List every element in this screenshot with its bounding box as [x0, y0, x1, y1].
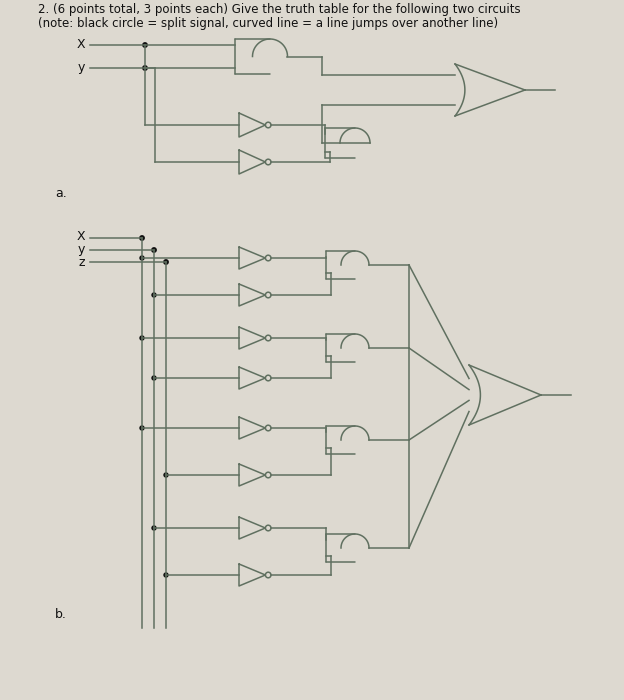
Circle shape	[152, 526, 156, 530]
Circle shape	[140, 236, 144, 240]
Text: b.: b.	[55, 608, 67, 621]
Circle shape	[152, 248, 156, 252]
Circle shape	[163, 260, 168, 264]
Circle shape	[140, 256, 144, 260]
Circle shape	[164, 473, 168, 477]
Text: z: z	[79, 256, 85, 270]
Text: 2. (6 points total, 3 points each) Give the truth table for the following two ci: 2. (6 points total, 3 points each) Give …	[38, 3, 520, 16]
Text: X: X	[76, 230, 85, 244]
Circle shape	[140, 336, 144, 340]
Text: y: y	[77, 244, 85, 256]
Circle shape	[152, 293, 156, 297]
Text: X: X	[76, 38, 85, 52]
Text: (note: black circle = split signal, curved line = a line jumps over another line: (note: black circle = split signal, curv…	[38, 17, 498, 30]
Circle shape	[143, 66, 147, 70]
Text: y: y	[77, 62, 85, 74]
Circle shape	[164, 573, 168, 577]
Circle shape	[152, 376, 156, 380]
Circle shape	[140, 426, 144, 430]
Circle shape	[143, 43, 147, 47]
Text: a.: a.	[55, 187, 67, 200]
